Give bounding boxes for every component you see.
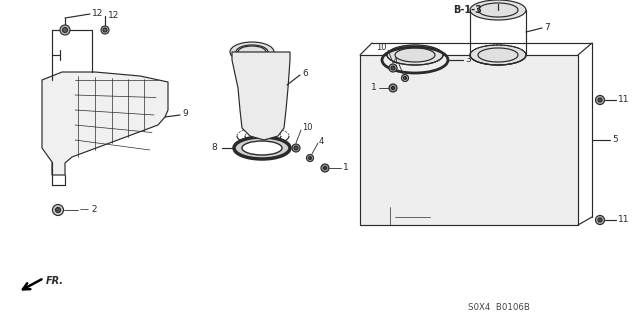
Ellipse shape [387, 45, 443, 65]
Text: 4: 4 [319, 137, 324, 145]
Circle shape [595, 95, 605, 105]
Circle shape [56, 207, 61, 212]
Polygon shape [232, 52, 290, 140]
Circle shape [63, 27, 67, 33]
Text: 3: 3 [465, 56, 471, 64]
Circle shape [60, 25, 70, 35]
Circle shape [101, 26, 109, 34]
Text: 10: 10 [376, 42, 387, 51]
Ellipse shape [230, 42, 274, 62]
Polygon shape [360, 55, 578, 225]
Text: FR.: FR. [46, 276, 64, 286]
Text: 12: 12 [92, 9, 104, 18]
Text: 1: 1 [371, 84, 377, 93]
Circle shape [323, 167, 326, 169]
Ellipse shape [470, 45, 526, 65]
Circle shape [392, 86, 394, 90]
Circle shape [403, 77, 406, 79]
Text: — 2: — 2 [80, 205, 97, 214]
Circle shape [595, 216, 605, 225]
Circle shape [321, 164, 329, 172]
Circle shape [598, 218, 602, 222]
Text: 4: 4 [393, 57, 398, 66]
Circle shape [389, 84, 397, 92]
Text: S0X4  B0106B: S0X4 B0106B [468, 303, 530, 313]
Circle shape [308, 157, 312, 160]
Ellipse shape [470, 0, 526, 20]
Circle shape [389, 64, 397, 72]
Circle shape [103, 28, 107, 32]
Text: 8: 8 [211, 144, 217, 152]
Circle shape [292, 144, 300, 152]
Text: 6: 6 [302, 69, 308, 78]
Text: 7: 7 [544, 23, 550, 32]
Text: 10: 10 [302, 122, 312, 131]
Ellipse shape [242, 141, 282, 155]
Ellipse shape [234, 137, 290, 159]
Circle shape [52, 204, 63, 216]
Text: B-1-3: B-1-3 [454, 5, 483, 15]
Circle shape [401, 75, 408, 81]
Polygon shape [42, 72, 168, 175]
Text: 1: 1 [343, 164, 349, 173]
Circle shape [294, 146, 298, 150]
Circle shape [307, 154, 314, 161]
Circle shape [598, 98, 602, 102]
Circle shape [391, 66, 395, 70]
Text: 11: 11 [618, 95, 630, 105]
Text: 11: 11 [618, 216, 630, 225]
Text: 9: 9 [182, 109, 188, 118]
Text: 12: 12 [108, 11, 120, 19]
Text: 5: 5 [612, 136, 618, 145]
